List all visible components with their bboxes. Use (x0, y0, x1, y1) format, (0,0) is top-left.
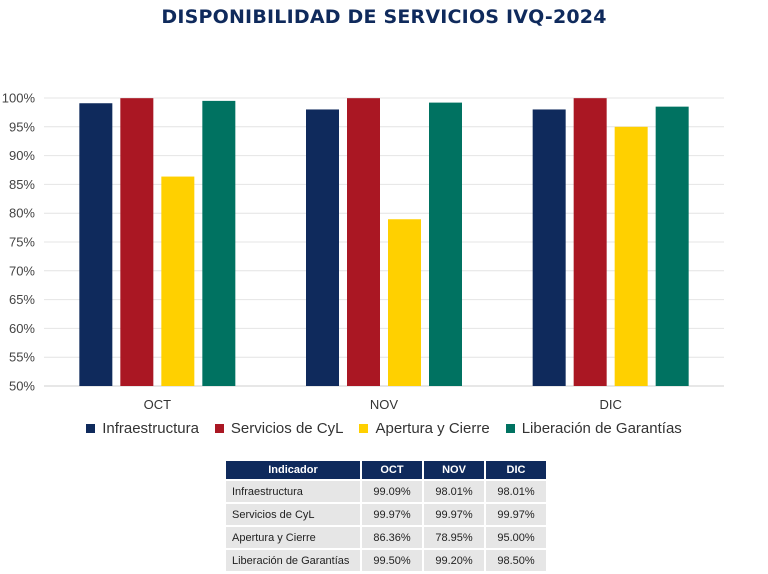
legend-item-apertura-cierre: Apertura y Cierre (359, 420, 490, 437)
bar (655, 106, 689, 386)
table-header: DIC (486, 461, 546, 479)
table-cell: 86.36% (362, 527, 422, 548)
table-row: Servicios de CyL 99.97% 99.97% 99.97% (226, 504, 546, 525)
table-row: Liberación de Garantías 99.50% 99.20% 98… (226, 550, 546, 571)
y-tick-label: 60% (9, 321, 35, 336)
y-tick-label: 75% (9, 235, 35, 250)
legend-swatch (86, 424, 96, 433)
bar-chart: 50% 55% 60% 65% 70% 75% 80% 85% 90% 95% 100% OCT NO… (2, 91, 724, 412)
bar (202, 100, 236, 386)
table-cell: Liberación de Garantías (226, 550, 360, 571)
legend: Infraestructura Servicios de CyL Apertur… (0, 420, 768, 437)
legend-item-liberacion-garantias: Liberación de Garantías (505, 420, 682, 437)
table-header: NOV (424, 461, 484, 479)
y-tick-label: 90% (9, 148, 35, 163)
y-tick-label: 65% (9, 292, 35, 307)
x-axis-ticks: OCT NOV DIC (144, 397, 622, 412)
bar (161, 176, 195, 386)
table-cell: 99.97% (362, 504, 422, 525)
bar (306, 109, 339, 386)
legend-label: Liberación de Garantías (521, 420, 682, 437)
table-cell: 99.20% (424, 550, 484, 571)
y-tick-label: 55% (9, 350, 35, 365)
table-cell: 98.01% (424, 481, 484, 502)
table-cell: 78.95% (424, 527, 484, 548)
x-tick-label: DIC (599, 397, 621, 412)
bar (120, 98, 154, 387)
data-table: Indicador OCT NOV DIC Infraestructura 99… (224, 459, 548, 573)
y-tick-label: 100% (2, 91, 36, 106)
bars (79, 98, 689, 387)
y-tick-label: 95% (9, 119, 35, 134)
bar (347, 98, 380, 387)
y-tick-label: 80% (9, 206, 35, 221)
bar (388, 219, 421, 386)
bar (79, 103, 113, 386)
chart-title: DISPONIBILIDAD DE SERVICIOS IVQ-2024 (161, 6, 607, 28)
legend-item-infraestructura: Infraestructura (86, 420, 199, 437)
table-row: Infraestructura 99.09% 98.01% 98.01% (226, 481, 546, 502)
table-header: OCT (362, 461, 422, 479)
x-tick-label: NOV (370, 397, 399, 412)
legend-swatch (214, 424, 224, 433)
y-tick-label: 85% (9, 177, 35, 192)
table-cell: 95.00% (486, 527, 546, 548)
x-tick-label: OCT (144, 397, 172, 412)
bar (429, 102, 462, 386)
table-cell: 99.09% (362, 481, 422, 502)
legend-item-servicios-cyl: Servicios de CyL (214, 420, 344, 437)
table-cell: 99.97% (486, 504, 546, 525)
bar (573, 98, 607, 387)
table-cell: Infraestructura (226, 481, 360, 502)
y-tick-label: 50% (9, 379, 35, 394)
table-row: Apertura y Cierre 86.36% 78.95% 95.00% (226, 527, 546, 548)
table-cell: 98.50% (486, 550, 546, 571)
table-cell: Apertura y Cierre (226, 527, 360, 548)
y-tick-label: 70% (9, 263, 35, 278)
table-cell: 99.97% (424, 504, 484, 525)
legend-label: Servicios de CyL (230, 420, 344, 437)
bar (532, 109, 566, 386)
table-cell: Servicios de CyL (226, 504, 360, 525)
legend-swatch (359, 424, 369, 433)
table-cell: 99.50% (362, 550, 422, 571)
legend-swatch (505, 424, 515, 433)
legend-label: Apertura y Cierre (375, 420, 490, 437)
gridlines (44, 97, 724, 387)
table-header: Indicador (226, 461, 360, 479)
table-header-row: Indicador OCT NOV DIC (226, 461, 546, 479)
bar (614, 126, 648, 387)
y-axis-ticks: 50% 55% 60% 65% 70% 75% 80% 85% 90% 95% 100% (2, 91, 36, 394)
table-cell: 98.01% (486, 481, 546, 502)
legend-label: Infraestructura (102, 420, 199, 437)
